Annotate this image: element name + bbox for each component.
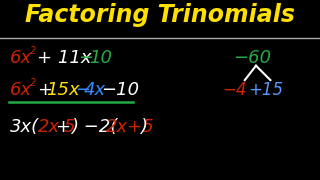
Text: 10: 10 — [89, 50, 112, 68]
Text: 2: 2 — [30, 78, 37, 88]
Text: 2x: 2x — [38, 118, 60, 136]
Text: 2: 2 — [30, 46, 37, 56]
Text: −60: −60 — [234, 50, 272, 68]
Text: 15x: 15x — [46, 81, 80, 99]
Text: +: + — [37, 81, 52, 99]
Text: ) −2(: ) −2( — [71, 118, 117, 136]
Text: 2x+5: 2x+5 — [106, 118, 155, 136]
Text: −: − — [78, 50, 93, 68]
Text: Factoring Trinomials: Factoring Trinomials — [25, 3, 295, 27]
Text: 6x: 6x — [10, 81, 32, 99]
Text: −10: −10 — [101, 81, 139, 99]
Text: + 11x: + 11x — [37, 50, 91, 68]
Text: 3x(: 3x( — [10, 118, 39, 136]
Text: 6x: 6x — [10, 50, 32, 68]
Text: 5: 5 — [63, 118, 75, 136]
Text: 4x: 4x — [84, 81, 106, 99]
Text: −4: −4 — [222, 81, 247, 99]
Text: +: + — [55, 118, 70, 136]
Text: ): ) — [140, 118, 147, 136]
Text: +15: +15 — [248, 81, 283, 99]
Text: −: − — [75, 81, 90, 99]
